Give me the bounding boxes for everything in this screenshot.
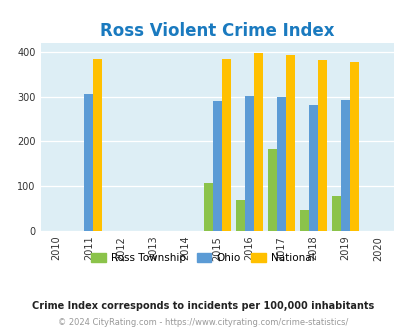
Bar	[340, 100, 349, 231]
Title: Ross Violent Crime Index: Ross Violent Crime Index	[100, 22, 334, 40]
Bar	[331, 196, 340, 231]
Bar	[84, 94, 93, 231]
Bar	[203, 183, 212, 231]
Bar	[276, 97, 285, 231]
Bar	[212, 101, 221, 231]
Bar	[253, 53, 262, 231]
Bar	[285, 54, 294, 231]
Text: Crime Index corresponds to incidents per 100,000 inhabitants: Crime Index corresponds to incidents per…	[32, 301, 373, 311]
Bar	[93, 59, 102, 231]
Legend: Ross Township, Ohio, National: Ross Township, Ohio, National	[87, 249, 318, 267]
Text: © 2024 CityRating.com - https://www.cityrating.com/crime-statistics/: © 2024 CityRating.com - https://www.city…	[58, 318, 347, 327]
Bar	[308, 105, 317, 231]
Bar	[235, 200, 244, 231]
Bar	[317, 60, 326, 231]
Bar	[349, 62, 358, 231]
Bar	[244, 96, 253, 231]
Bar	[267, 148, 276, 231]
Bar	[221, 59, 230, 231]
Bar	[299, 211, 308, 231]
